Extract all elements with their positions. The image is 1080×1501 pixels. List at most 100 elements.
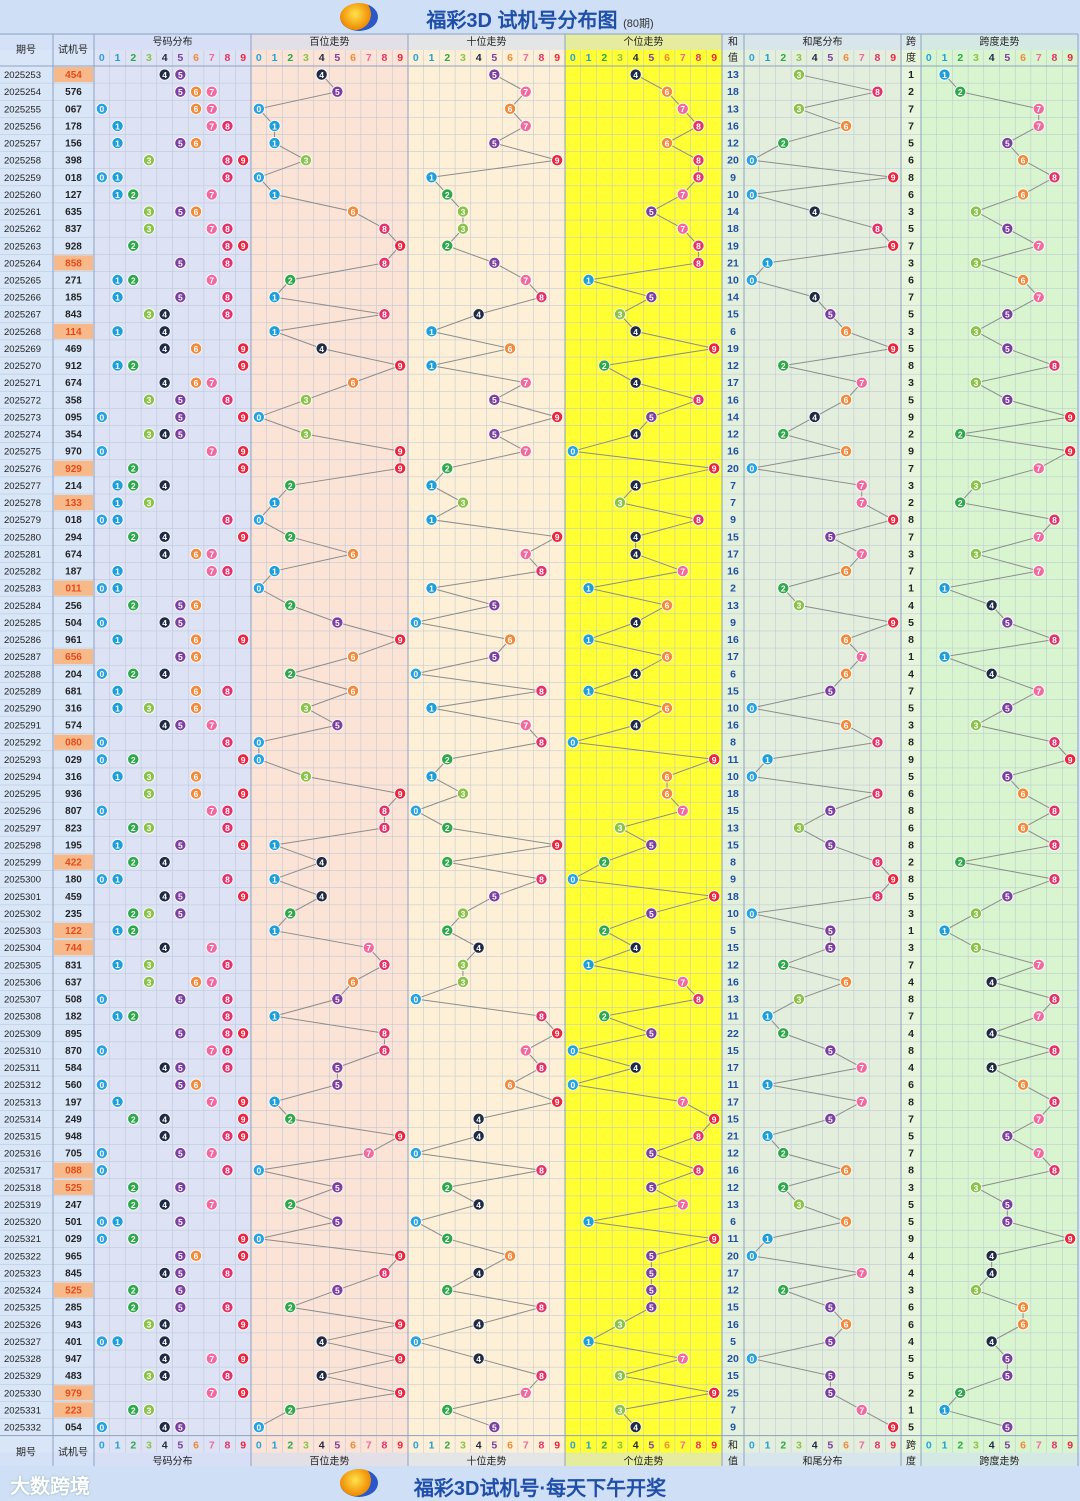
svg-text:0: 0	[99, 669, 104, 679]
unit-trend-ball: 9	[708, 890, 721, 903]
svg-text:0: 0	[99, 584, 104, 594]
sum-value: 17	[727, 377, 739, 389]
top-tail-digit-label: 6	[843, 52, 849, 64]
svg-text:2: 2	[131, 532, 136, 542]
top-tail-digit-label: 9	[890, 52, 896, 64]
span-value: 3	[908, 548, 914, 560]
svg-text:8: 8	[1052, 1166, 1057, 1176]
svg-text:4: 4	[162, 1063, 167, 1073]
trial-number: 674	[65, 378, 82, 389]
svg-text:1: 1	[115, 498, 120, 508]
hund-trend-ball: 8	[378, 821, 391, 834]
distribution-ball: 8	[221, 1266, 234, 1279]
issue-number: 2025279	[4, 515, 41, 526]
svg-text:7: 7	[209, 275, 214, 285]
svg-text:7: 7	[859, 481, 864, 491]
trial-number: 401	[65, 1337, 82, 1348]
hund-trend-ball: 2	[284, 273, 297, 286]
tens-trend-ball: 5	[488, 890, 501, 903]
unit-trend-ball: 4	[629, 547, 642, 560]
bottom-dist-digit-label: 0	[99, 1440, 105, 1452]
svg-text:8: 8	[382, 1268, 387, 1278]
tail-trend-ball: 8	[871, 736, 884, 749]
trial-number: 705	[65, 1149, 82, 1160]
svg-text:0: 0	[570, 1046, 575, 1056]
tens-trend-ball: 1	[425, 770, 438, 783]
svg-text:6: 6	[194, 549, 199, 559]
svg-text:5: 5	[178, 412, 183, 422]
svg-text:9: 9	[555, 532, 560, 542]
tens-trend-ball: 6	[504, 633, 517, 646]
sum-value: 16	[727, 446, 739, 458]
trial-number: 858	[65, 258, 82, 269]
svg-text:2: 2	[131, 1303, 136, 1313]
span-value: 5	[908, 1216, 914, 1228]
svg-text:5: 5	[178, 601, 183, 611]
tens-trend-ball: 3	[456, 222, 469, 235]
repeat-highlight	[54, 1282, 93, 1298]
svg-text:4: 4	[162, 669, 167, 679]
distribution-ball: 8	[221, 1301, 234, 1314]
distribution-ball: 6	[190, 1249, 203, 1262]
svg-text:7: 7	[209, 224, 214, 234]
distribution-ball: 3	[142, 787, 155, 800]
svg-text:9: 9	[712, 755, 717, 765]
distribution-ball: 1	[111, 633, 124, 646]
trial-number: 504	[65, 618, 82, 629]
svg-text:4: 4	[162, 943, 167, 953]
unit-trend-ball: 5	[645, 410, 658, 423]
distribution-ball: 5	[174, 1284, 187, 1297]
top-spant-digit-label: 0	[926, 52, 932, 64]
svg-text:5: 5	[178, 618, 183, 628]
sum-value: 11	[727, 754, 738, 766]
svg-text:8: 8	[382, 224, 387, 234]
unit-trend-ball: 4	[629, 325, 642, 338]
svg-text:1: 1	[765, 1131, 770, 1141]
span-value: 3	[908, 1285, 914, 1297]
tens-trend-ball: 2	[441, 856, 454, 869]
hund-trend-ball: 1	[268, 873, 281, 886]
issue-number: 2025264	[4, 258, 41, 269]
svg-text:1: 1	[765, 755, 770, 765]
tail-trend-ball: 5	[824, 1369, 837, 1382]
distribution-ball: 6	[190, 787, 203, 800]
svg-text:9: 9	[712, 1114, 717, 1124]
svg-text:4: 4	[476, 1200, 481, 1210]
bottom-hund-digit-label: 8	[382, 1440, 388, 1452]
tens-trend-ball: 0	[409, 616, 422, 629]
svg-text:9: 9	[1068, 1234, 1073, 1244]
svg-text:3: 3	[974, 1285, 979, 1295]
distribution-ball: 2	[127, 1301, 140, 1314]
tail-trend-ball: 5	[824, 1301, 837, 1314]
svg-text:4: 4	[162, 481, 167, 491]
svg-text:9: 9	[712, 464, 717, 474]
svg-text:0: 0	[413, 994, 418, 1004]
span-value: 6	[908, 822, 914, 834]
hund-trend-ball: 5	[331, 1181, 344, 1194]
hund-trend-ball: 4	[315, 890, 328, 903]
svg-text:2: 2	[602, 361, 607, 371]
svg-text:9: 9	[241, 1388, 246, 1398]
svg-text:5: 5	[178, 1422, 183, 1432]
spant-trend-ball: 8	[1048, 1164, 1061, 1177]
bottom-sum-header-bottom: 值	[728, 1455, 738, 1468]
tens-trend-ball: 2	[441, 1181, 454, 1194]
distribution-ball: 5	[174, 993, 187, 1006]
span-value: 6	[908, 189, 914, 201]
svg-text:3: 3	[618, 1371, 623, 1381]
issue-number: 2025278	[4, 498, 41, 509]
tail-trend-ball: 2	[777, 958, 790, 971]
svg-text:2: 2	[288, 909, 293, 919]
svg-text:8: 8	[1052, 1097, 1057, 1107]
distribution-ball: 7	[205, 804, 218, 817]
hund-trend-ball: 0	[252, 736, 265, 749]
tens-trend-ball: 1	[425, 479, 438, 492]
trial-number: 483	[65, 1371, 82, 1382]
distribution-ball: 1	[111, 291, 124, 304]
span-value: 7	[908, 685, 914, 697]
svg-text:3: 3	[974, 378, 979, 388]
issue-number: 2025328	[4, 1354, 41, 1365]
tail-trend-ball: 7	[855, 1266, 868, 1279]
svg-text:1: 1	[942, 584, 947, 594]
top-tens-digit-label: 9	[554, 52, 560, 64]
